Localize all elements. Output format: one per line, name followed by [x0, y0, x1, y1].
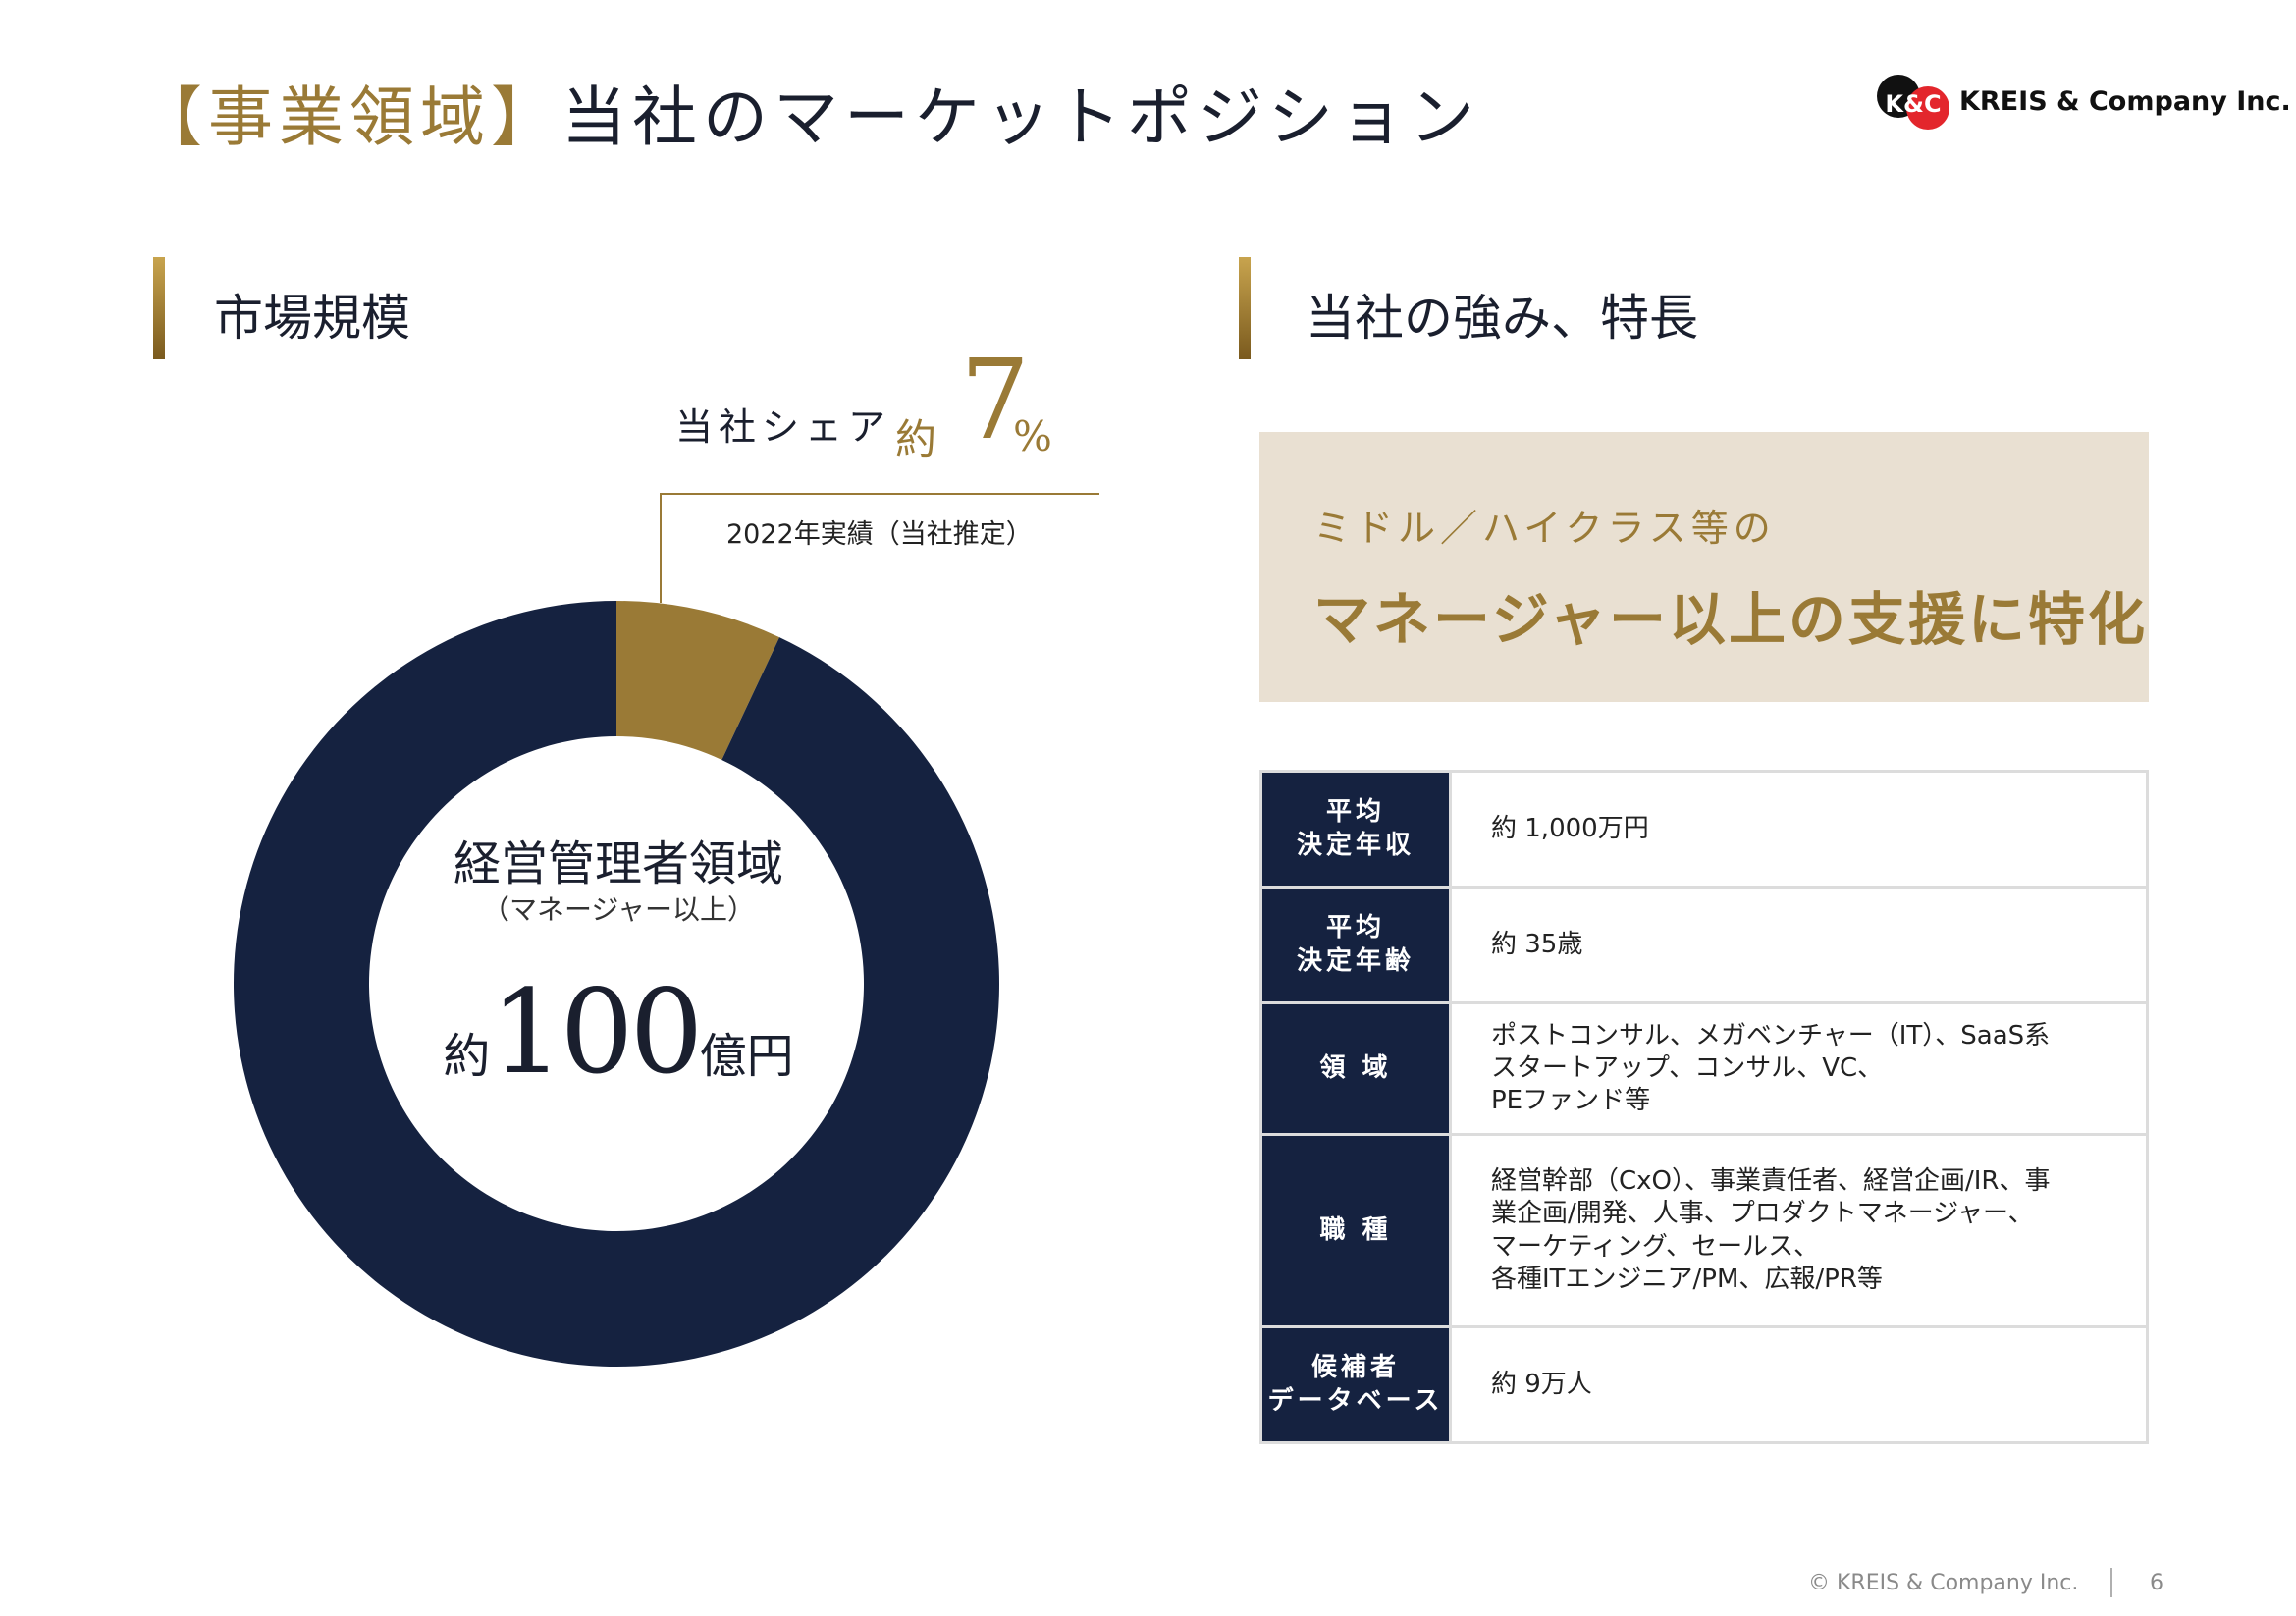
- donut-center-sub: （マネージャー以上）: [481, 893, 756, 926]
- donut-center-value: 約100億円: [373, 964, 864, 1100]
- table-head-line: 決定年収: [1296, 830, 1415, 860]
- callout-line-vertical: [660, 493, 662, 603]
- table-head-line: 平均: [1325, 796, 1385, 827]
- table-value-line: スタートアップ、コンサル、VC、: [1491, 1052, 1884, 1083]
- table-value-line: 約 1,000万円: [1491, 813, 1649, 843]
- donut-slice-remaining-market: [234, 601, 999, 1367]
- market-size-prefix: 約: [443, 1029, 491, 1084]
- table-row-value: 経営幹部（CxO）、事業責任者、経営企画/IR、事 業企画/開発、人事、プロダクト…: [1449, 1133, 2149, 1328]
- table-row: 候補者 データベース 約 9万人: [1259, 1325, 2149, 1444]
- table-row: 領 域 ポストコンサル、メガベンチャー（IT）、SaaS系 スタートアップ、コンサル…: [1259, 1001, 2149, 1136]
- table-head-line: 領 域: [1319, 1052, 1392, 1083]
- share-label: 当社シェア: [675, 405, 892, 449]
- title-main: 当社のマーケットポジション: [561, 80, 1480, 155]
- table-value-line: PEファンド等: [1491, 1086, 1651, 1116]
- table-row-value: 約 9万人: [1449, 1325, 2149, 1444]
- table-row-head: 平均 決定年齢: [1259, 886, 1452, 1004]
- table-value-line: 業企画/開発、人事、プロダクトマネージャー、: [1491, 1199, 2034, 1229]
- table-row-head: 平均 決定年収: [1259, 770, 1452, 889]
- table-row-value: 約 1,000万円: [1449, 770, 2149, 889]
- table-row-head: 領 域: [1259, 1001, 1452, 1136]
- table-head-line: 候補者: [1310, 1352, 1400, 1382]
- table-row: 職 種 経営幹部（CxO）、事業責任者、経営企画/IR、事 業企画/開発、人事、プロ…: [1259, 1133, 2149, 1328]
- section-title-strengths: 当社の強み、特長: [1306, 290, 1698, 347]
- section-bar-left: [153, 257, 165, 359]
- table-row-value: ポストコンサル、メガベンチャー（IT）、SaaS系 スタートアップ、コンサル、VC…: [1449, 1001, 2149, 1136]
- table-head-line: データベース: [1267, 1385, 1444, 1416]
- market-share-donut-chart: [234, 601, 999, 1367]
- logo-text: KREIS & Company Inc.: [1959, 85, 2291, 117]
- table-value-line: 約 35歳: [1491, 929, 1583, 959]
- table-head-line: 決定年齢: [1296, 945, 1415, 976]
- share-value: 7: [960, 337, 1031, 464]
- highlight-box: [1259, 432, 2149, 702]
- logo-mark-icon: K&C: [1875, 71, 1951, 132]
- company-logo: K&C KREIS & Company Inc.: [1875, 71, 2291, 132]
- section-bar-right: [1239, 257, 1251, 359]
- page-title: 【事業領域】当社のマーケットポジション: [137, 65, 1480, 159]
- table-row-head: 職 種: [1259, 1133, 1452, 1328]
- table-head-line: 平均: [1325, 912, 1385, 943]
- logo-mark-text: K&C: [1885, 90, 1941, 118]
- table-value-line: 各種ITエンジニア/PM、広報/PR等: [1491, 1264, 1883, 1294]
- table-value-line: ポストコンサル、メガベンチャー（IT）、SaaS系: [1491, 1020, 2051, 1050]
- highlight-sub: ミドル／ハイクラス等の: [1313, 507, 1776, 550]
- share-prefix: 約: [895, 415, 937, 463]
- callout-line-horizontal: [660, 493, 1099, 495]
- market-size-number: 100: [490, 964, 703, 1100]
- share-note: 2022年実績（当社推定）: [726, 519, 1033, 550]
- table-head-line: 職 種: [1319, 1214, 1392, 1245]
- table-row: 平均 決定年齢 約 35歳: [1259, 886, 2149, 1004]
- strengths-table: 平均 決定年収約 1,000万円 平均 決定年齢約 35歳領 域ポストコンサル、メガベ…: [1259, 770, 2149, 1444]
- market-size-unit: 億円: [699, 1029, 794, 1084]
- share-unit: %: [1013, 412, 1052, 460]
- highlight-main: マネージャー以上の支援に特化: [1313, 586, 2148, 653]
- table-value-line: マーケティング、セールス、: [1491, 1231, 1820, 1262]
- section-title-market: 市場規模: [214, 290, 410, 347]
- footer-separator: [2110, 1568, 2112, 1597]
- table-value-line: 約 9万人: [1491, 1369, 1592, 1399]
- title-bracket: 【事業領域】: [137, 80, 561, 155]
- table-value-line: 経営幹部（CxO）、事業責任者、経営企画/IR、事: [1491, 1165, 2051, 1196]
- footer-copyright: © KREIS & Company Inc.: [1808, 1571, 2079, 1595]
- table-row-value: 約 35歳: [1449, 886, 2149, 1004]
- donut-slice-company-share: [616, 601, 780, 760]
- table-row: 平均 決定年収 約 1,000万円: [1259, 770, 2149, 889]
- donut-center-label: 経営管理者領域: [453, 836, 783, 891]
- page-number: 6: [2150, 1571, 2163, 1595]
- table-row-head: 候補者 データベース: [1259, 1325, 1452, 1444]
